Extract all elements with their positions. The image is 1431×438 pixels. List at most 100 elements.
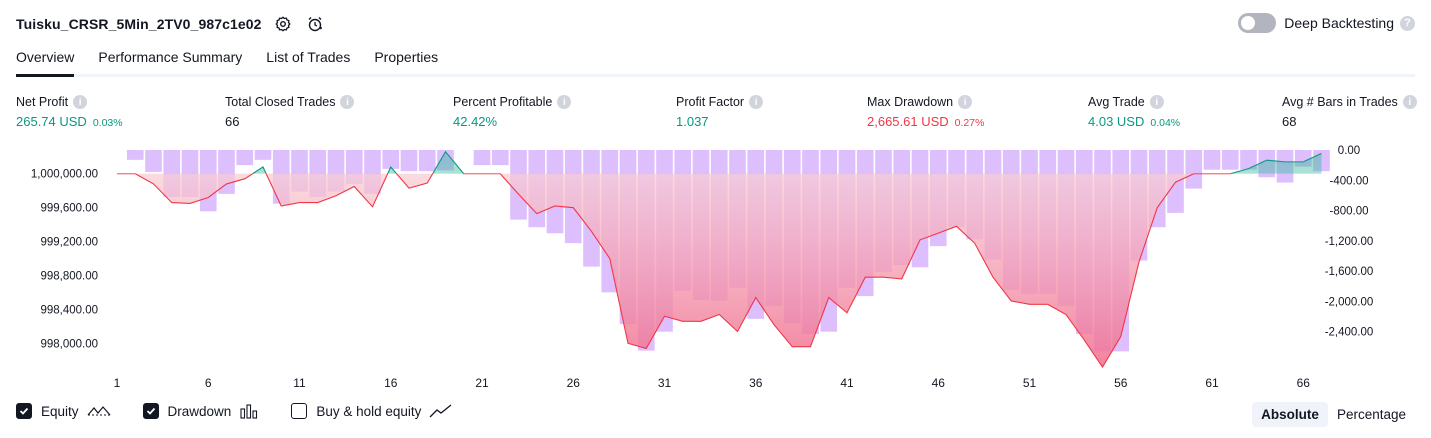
right-axis-tick-label: -400.00: [1329, 175, 1368, 187]
tab-bar: Overview Performance Summary List of Tra…: [16, 44, 1415, 77]
drawdown-bar: [1185, 150, 1203, 189]
metric-value: 2,665.61 USD: [867, 114, 949, 129]
right-axis-tick-label: -1,600.00: [1325, 266, 1374, 278]
drawdown-bar: [254, 150, 272, 160]
x-axis-tick-label: 6: [205, 376, 212, 390]
equity-drawdown-chart[interactable]: 1,000,000.00 999,600.00 999,200.00 998,800.…: [0, 140, 1431, 398]
metric-label: Total Closed Trades: [225, 95, 336, 109]
metric-avg-trade: Avg Trade i 4.03 USD 0.04%: [1088, 94, 1180, 130]
x-axis-tick-label: 46: [932, 376, 946, 390]
percentage-option[interactable]: Percentage: [1336, 407, 1406, 422]
deep-backtesting-control: Deep Backtesting ?: [1238, 13, 1415, 33]
right-axis-tick-label: -1,200.00: [1325, 236, 1374, 248]
equity-line: [117, 150, 1322, 369]
drawdown-bar: [236, 150, 254, 166]
x-axis-tick-label: 21: [475, 376, 489, 390]
x-axis-tick-label: 61: [1205, 376, 1219, 390]
info-icon[interactable]: i: [1149, 95, 1164, 109]
metric-percent-profitable: Percent Profitable i 42.42%: [453, 94, 572, 130]
metric-total-closed-trades: Total Closed Trades i 66: [225, 94, 355, 130]
tab-performance-summary[interactable]: Performance Summary: [98, 49, 243, 65]
drawdown-bar: [126, 150, 144, 160]
x-axis-tick-label: 66: [1297, 376, 1311, 390]
equity-checkbox[interactable]: [16, 403, 32, 419]
x-axis-tick-label: 11: [293, 376, 306, 390]
deep-backtesting-label: Deep Backtesting: [1284, 15, 1394, 31]
metric-value: 1.037: [676, 114, 709, 129]
strategy-title: Tuisku_CRSR_5Min_2TV0_987c1e02: [16, 16, 262, 32]
drawdown-bar: [382, 150, 400, 169]
metric-label: Avg # Bars in Trades: [1282, 95, 1398, 109]
metric-value: 265.74 USD: [16, 114, 87, 129]
tab-list-of-trades[interactable]: List of Trades: [266, 49, 351, 65]
x-axis-tick-label: 16: [384, 376, 398, 390]
drawdown-bar: [1240, 150, 1257, 170]
metric-value: 68: [1282, 114, 1297, 129]
x-axis-tick-label: 56: [1114, 376, 1128, 390]
x-axis-tick-label: 41: [840, 376, 854, 390]
buy-hold-toggle[interactable]: Buy & hold equity: [291, 403, 453, 419]
info-icon[interactable]: i: [340, 95, 355, 109]
equity-line-icon: [87, 403, 111, 419]
right-axis-tick-label: -2,400.00: [1325, 327, 1374, 339]
x-axis-tick-label: 31: [658, 376, 672, 390]
info-icon[interactable]: i: [1402, 95, 1417, 109]
metric-avg-bars-in-trades: Avg # Bars in Trades i 68: [1282, 94, 1417, 130]
metric-percent: 0.27%: [954, 117, 985, 129]
info-icon[interactable]: i: [557, 95, 572, 109]
left-axis-tick-label: 998,800.00: [40, 271, 98, 283]
x-axis: 1 6 11 16 21 26 31 36 41 46 51 56 61 66: [114, 376, 1311, 390]
chart-legend: Equity Drawdown Buy & hold equity: [16, 403, 485, 419]
info-icon[interactable]: i: [749, 95, 764, 109]
drawdown-label: Drawdown: [167, 403, 232, 419]
absolute-option[interactable]: Absolute: [1252, 402, 1328, 427]
drawdown-checkbox[interactable]: [142, 403, 159, 419]
metric-profit-factor: Profit Factor i 1.037: [676, 94, 764, 130]
view-mode-toggle: Absolute Percentage: [1252, 402, 1415, 427]
tab-overview[interactable]: Overview: [16, 44, 75, 77]
header-bar: Tuisku_CRSR_5Min_2TV0_987c1e02: [16, 10, 326, 38]
equity-label: Equity: [41, 403, 79, 419]
settings-icon[interactable]: [272, 13, 294, 35]
metric-label: Net Profit: [16, 95, 69, 109]
trend-line-icon: [429, 403, 453, 419]
right-axis-tick-label: -800.00: [1329, 206, 1368, 218]
right-axis-tick-label: 0.00: [1338, 145, 1360, 157]
equity-line-loss: [117, 173, 1233, 369]
metric-value: 42.42%: [453, 114, 498, 129]
x-axis-tick-label: 36: [749, 376, 763, 390]
tab-properties[interactable]: Properties: [374, 49, 439, 65]
metric-label: Max Drawdown: [867, 95, 954, 109]
metric-label: Profit Factor: [676, 95, 745, 109]
x-axis-tick-label: 51: [1023, 376, 1037, 390]
drawdown-bar: [400, 150, 418, 172]
metric-value: 4.03 USD: [1088, 114, 1145, 129]
metric-label: Percent Profitable: [453, 95, 553, 109]
right-axis: 0.00 -400.00 -800.00 -1,200.00 -1,600.00 -2,0…: [1325, 145, 1374, 339]
drawdown-bar: [491, 150, 509, 166]
help-icon[interactable]: ?: [1400, 15, 1415, 31]
deep-backtesting-toggle[interactable]: [1238, 13, 1277, 33]
metric-net-profit: Net Profit i 265.74 USD 0.03%: [16, 94, 123, 130]
left-axis: 1,000,000.00 999,600.00 999,200.00 998,800.…: [31, 169, 98, 351]
x-axis-tick-label: 1: [114, 376, 121, 390]
drawdown-bar: [1221, 150, 1239, 170]
drawdown-bar: [145, 150, 162, 172]
drawdown-bar: [1203, 150, 1221, 170]
buy-hold-label: Buy & hold equity: [316, 403, 422, 419]
left-axis-tick-label: 998,000.00: [40, 338, 98, 350]
info-icon[interactable]: i: [73, 95, 88, 109]
info-icon[interactable]: i: [958, 95, 973, 109]
metric-max-drawdown: Max Drawdown i 2,665.61 USD 0.27%: [867, 94, 984, 130]
metric-percent: 0.04%: [1150, 117, 1181, 129]
bar-chart-icon: [239, 403, 259, 419]
drawdown-bar: [473, 150, 491, 166]
left-axis-tick-label: 1,000,000.00: [31, 169, 98, 181]
drawdown-bar: [418, 150, 436, 172]
drawdown-toggle[interactable]: Drawdown: [142, 403, 260, 419]
equity-toggle[interactable]: Equity: [16, 403, 111, 419]
buy-hold-checkbox[interactable]: [291, 403, 308, 419]
alarm-clock-icon[interactable]: [304, 13, 326, 35]
metric-percent: 0.03%: [92, 117, 123, 129]
equity-loss-area: [117, 173, 1322, 368]
